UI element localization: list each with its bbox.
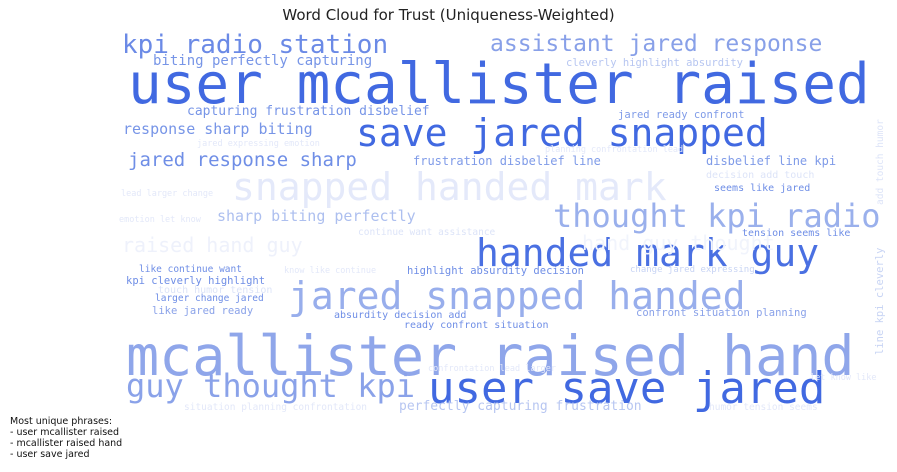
- cloud-term: situation planning confrontation: [184, 402, 367, 413]
- note-item: - user mcallister raised: [10, 427, 120, 438]
- cloud-term: perfectly capturing frustration: [399, 399, 642, 414]
- cloud-term: larger change jared: [155, 293, 264, 304]
- cloud-term: biting perfectly capturing: [153, 53, 372, 69]
- cloud-term: confrontation lead larger: [428, 364, 556, 374]
- note-item: - mcallister raised hand: [10, 438, 123, 449]
- cloud-term: snapped handed mark: [232, 165, 667, 209]
- cloud-term: tension seems like: [742, 228, 850, 239]
- cloud-term: raised hand guy: [122, 233, 303, 257]
- cloud-term: response sharp biting: [123, 120, 313, 138]
- cloud-term: planning confrontation lead: [545, 145, 683, 155]
- cloud-term: touch humor tension: [158, 285, 272, 296]
- cloud-term: confront situation planning: [636, 307, 807, 319]
- cloud-term: hand guy thought: [582, 231, 775, 255]
- cloud-term: like jared ready: [152, 305, 253, 317]
- cloud-term: thought kpi radio: [553, 197, 881, 235]
- cloud-term: decision add touch: [706, 170, 814, 181]
- cloud-term: lead larger change: [121, 189, 213, 199]
- cloud-term: jared expressing emotion: [197, 139, 320, 149]
- cloud-term: mcallister raised hand: [126, 324, 854, 388]
- cloud-term: frustration disbelief line: [413, 154, 601, 168]
- cloud-term: line kpi cleverly: [874, 248, 886, 355]
- cloud-term: continue want assistance: [358, 227, 496, 238]
- cloud-term: kpi radio station: [122, 30, 388, 60]
- cloud-term: handed mark guy: [476, 231, 819, 275]
- cloud-term: ready confront situation: [404, 320, 549, 331]
- cloud-term: cleverly highlight absurdity: [566, 57, 743, 69]
- cloud-term: save jared snapped: [356, 111, 768, 155]
- cloud-term: user mcallister raised: [128, 52, 870, 117]
- cloud-term: user save jared: [428, 363, 825, 414]
- cloud-term: highlight absurdity decision: [407, 265, 584, 277]
- cloud-term: seems like jared: [714, 183, 810, 194]
- cloud-term: capturing frustration disbelief: [187, 104, 430, 119]
- cloud-term: absurdity decision add: [334, 310, 466, 321]
- cloud-term: jared response sharp: [128, 149, 357, 171]
- cloud-term: sharp biting perfectly: [217, 207, 416, 225]
- cloud-term: add touch humor: [875, 119, 886, 205]
- cloud-term: know like continue: [284, 266, 376, 276]
- note-heading: Most unique phrases:: [10, 416, 113, 427]
- cloud-term: assistant jared response: [490, 31, 822, 57]
- note-item: - user save jared: [10, 449, 90, 460]
- cloud-term: disbelief line kpi: [706, 154, 836, 168]
- cloud-term: jared snapped handed: [288, 274, 746, 318]
- cloud-term: guy thought kpi: [126, 367, 415, 405]
- cloud-term: like continue want: [139, 264, 242, 275]
- cloud-term: let know like: [810, 373, 877, 383]
- cloud-term: kpi cleverly highlight: [126, 275, 265, 287]
- cloud-term: jared ready confront: [618, 109, 744, 121]
- cloud-term: change jared expressing: [630, 265, 755, 275]
- cloud-term: emotion let know: [119, 215, 202, 225]
- cloud-term: humor tension seems: [709, 402, 818, 413]
- chart-title: Word Cloud for Trust (Uniqueness-Weighte…: [282, 6, 615, 24]
- unique-phrases-note: Most unique phrases: - user mcallister r…: [10, 416, 122, 460]
